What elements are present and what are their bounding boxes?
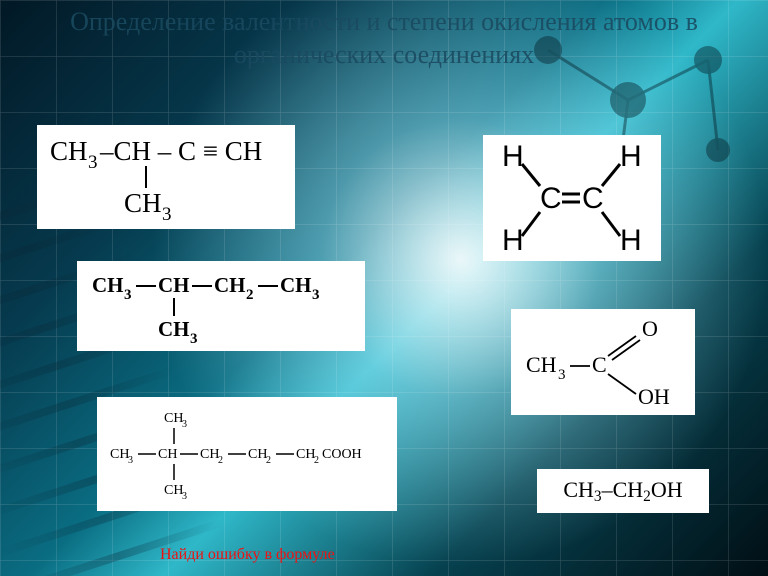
svg-text:–CH – C ≡ CH: –CH – C ≡ CH bbox=[99, 136, 262, 166]
svg-text:C: C bbox=[582, 182, 604, 215]
svg-text:3: 3 bbox=[88, 152, 98, 173]
formula-card-5: CH3 C O OH bbox=[512, 310, 694, 414]
formula-ethene: C C H H H H bbox=[484, 136, 660, 260]
svg-text:CH: CH bbox=[110, 447, 129, 462]
svg-text:C: C bbox=[540, 182, 562, 215]
svg-text:CH: CH bbox=[158, 447, 177, 462]
svg-text:3: 3 bbox=[182, 491, 187, 502]
svg-text:CH: CH bbox=[280, 273, 312, 297]
svg-text:H: H bbox=[620, 140, 642, 173]
svg-text:CH: CH bbox=[158, 273, 190, 297]
footer-hint: Найди ошибку в формуле bbox=[160, 546, 335, 564]
svg-text:CH: CH bbox=[526, 352, 557, 377]
formula-card-6: CH3–CH2OH bbox=[538, 470, 708, 512]
svg-text:CH: CH bbox=[124, 188, 162, 218]
svg-text:3: 3 bbox=[128, 455, 133, 466]
svg-text:2: 2 bbox=[314, 455, 319, 466]
formula-card-4: C C H H H H bbox=[484, 136, 660, 260]
svg-text:H: H bbox=[620, 224, 642, 257]
svg-text:H: H bbox=[502, 140, 524, 173]
svg-text:CH: CH bbox=[164, 483, 183, 498]
svg-text:CH: CH bbox=[248, 447, 267, 462]
slide-stage: Определение валентности и степени окисле… bbox=[0, 0, 768, 576]
svg-text:3: 3 bbox=[124, 287, 132, 303]
svg-text:CH: CH bbox=[296, 447, 315, 462]
formula-isopentane: CH3 CH CH2 CH3 CH3 bbox=[78, 262, 364, 350]
svg-text:CH: CH bbox=[50, 136, 88, 166]
formula-ethanol: CH3–CH2OH bbox=[563, 477, 682, 506]
formula-card-2: CH3 CH CH2 CH3 CH3 bbox=[78, 262, 364, 350]
svg-text:2: 2 bbox=[266, 455, 271, 466]
formula-card-3: CH3 CH3 CH CH2 CH2 CH2 COOH CH3 bbox=[98, 398, 396, 510]
formula-acetic-acid: CH3 C O OH bbox=[512, 310, 694, 414]
svg-text:OH: OH bbox=[638, 384, 670, 409]
formula-card-1: CH3 –CH – C ≡ CH CH3 bbox=[38, 126, 294, 228]
svg-text:3: 3 bbox=[162, 204, 172, 225]
svg-text:CH: CH bbox=[200, 447, 219, 462]
svg-text:CH: CH bbox=[214, 273, 246, 297]
svg-text:CH: CH bbox=[164, 411, 183, 426]
formula-branched-acid: CH3 CH3 CH CH2 CH2 CH2 COOH CH3 bbox=[98, 398, 396, 510]
formula-alkyne: CH3 –CH – C ≡ CH CH3 bbox=[38, 126, 294, 228]
svg-text:3: 3 bbox=[190, 331, 198, 347]
svg-text:3: 3 bbox=[312, 287, 320, 303]
svg-text:2: 2 bbox=[246, 287, 254, 303]
svg-text:CH: CH bbox=[158, 317, 190, 341]
svg-text:CH: CH bbox=[92, 273, 124, 297]
slide-title: Определение валентности и степени окисле… bbox=[0, 6, 768, 71]
svg-text:C: C bbox=[592, 352, 607, 377]
svg-text:H: H bbox=[502, 224, 524, 257]
svg-text:3: 3 bbox=[182, 419, 187, 430]
svg-text:2: 2 bbox=[218, 455, 223, 466]
svg-text:3: 3 bbox=[558, 367, 566, 383]
svg-text:COOH: COOH bbox=[322, 447, 362, 462]
svg-text:O: O bbox=[642, 316, 658, 341]
